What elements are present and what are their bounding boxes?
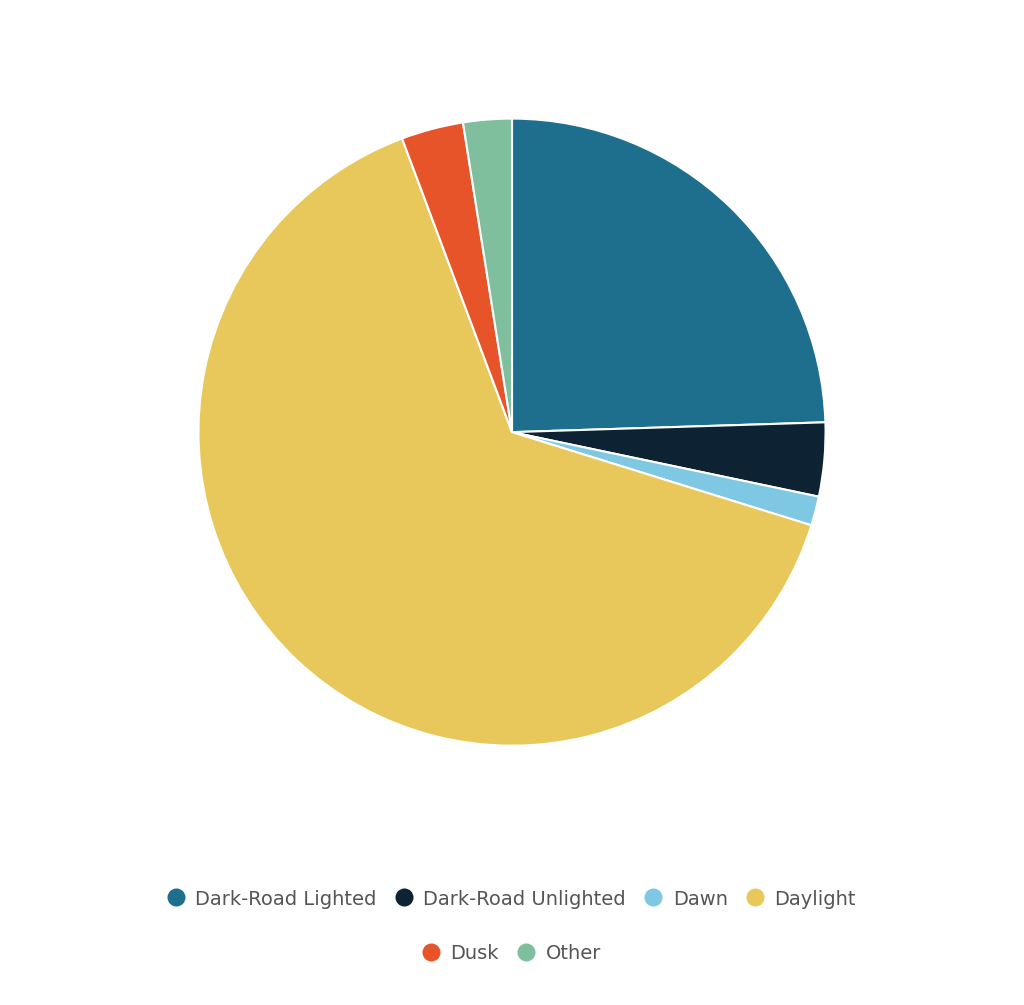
Wedge shape: [512, 119, 825, 432]
Wedge shape: [512, 422, 825, 496]
Legend: Dusk, Other: Dusk, Other: [416, 937, 608, 971]
Wedge shape: [463, 119, 512, 432]
Wedge shape: [199, 139, 811, 746]
Wedge shape: [402, 123, 512, 432]
Wedge shape: [512, 432, 819, 526]
